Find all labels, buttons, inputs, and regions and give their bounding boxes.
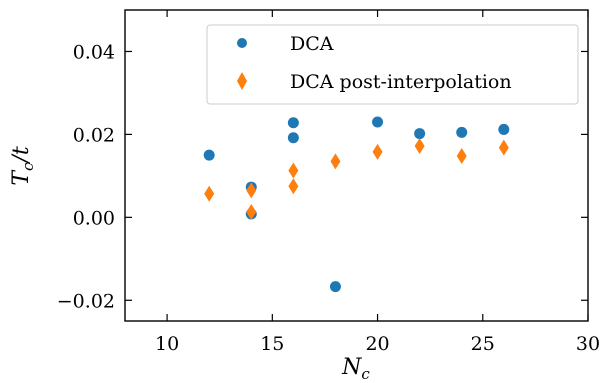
svg-text:Nc: Nc [341, 355, 370, 383]
dca-post-interpolation-point [414, 138, 425, 155]
legend-box [206, 24, 579, 105]
data-series [203, 116, 510, 293]
dca-post-interpolation-point [498, 139, 509, 156]
dca-post-interpolation-point [372, 143, 383, 160]
svg-text:Tc/t: Tc/t [9, 146, 37, 186]
dca-post-interpolation-point [246, 203, 257, 220]
y-tick-label: 0.04 [73, 41, 115, 63]
dca-point [414, 128, 426, 140]
x-tick-label: 10 [155, 333, 179, 355]
y-axis-label-main: T [9, 169, 34, 186]
legend-label-dca-post: DCA post-interpolation [290, 71, 512, 93]
y-axis-label: Tc/t [9, 146, 37, 186]
x-axis-label: Nc [341, 355, 370, 383]
dca-point [498, 123, 510, 135]
y-tick-label: 0.00 [73, 207, 115, 229]
dca-point [329, 281, 341, 293]
x-tick-label: 30 [576, 333, 600, 355]
plot-frame [124, 9, 589, 322]
dca-post-interpolation-point [456, 147, 467, 164]
x-tick-label: 20 [365, 333, 389, 355]
legend-label-dca: DCA [290, 33, 334, 55]
x-axis-label-main: N [341, 355, 362, 380]
x-axis-ticks: 10 15 20 25 30 [155, 10, 600, 355]
legend-marker-dca-post [237, 72, 247, 90]
dca-point [372, 116, 384, 128]
y-tick-label: −0.02 [57, 290, 115, 312]
dca-post-interpolation-point [288, 162, 299, 179]
dca-point [203, 149, 215, 161]
x-axis-label-sub: c [361, 365, 370, 383]
legend: DCA DCA post-interpolation [206, 24, 579, 105]
x-tick-label: 25 [471, 333, 495, 355]
legend-marker-dca [237, 38, 247, 48]
dca-post-interpolation-point [330, 153, 341, 170]
y-axis-ticks: −0.02 0.00 0.02 0.04 [57, 41, 588, 312]
y-axis-label-sub: c [19, 162, 37, 171]
y-tick-label: 0.02 [73, 124, 115, 146]
dca-post-interpolation-point [246, 182, 257, 199]
y-axis-label-tail: /t [9, 146, 34, 164]
dca-post-interpolation-point [204, 185, 215, 202]
dca-point [287, 132, 299, 144]
dca-point [456, 126, 468, 138]
dca-post-interpolation-point [288, 178, 299, 195]
dca-point [287, 117, 299, 129]
x-tick-label: 15 [260, 333, 284, 355]
